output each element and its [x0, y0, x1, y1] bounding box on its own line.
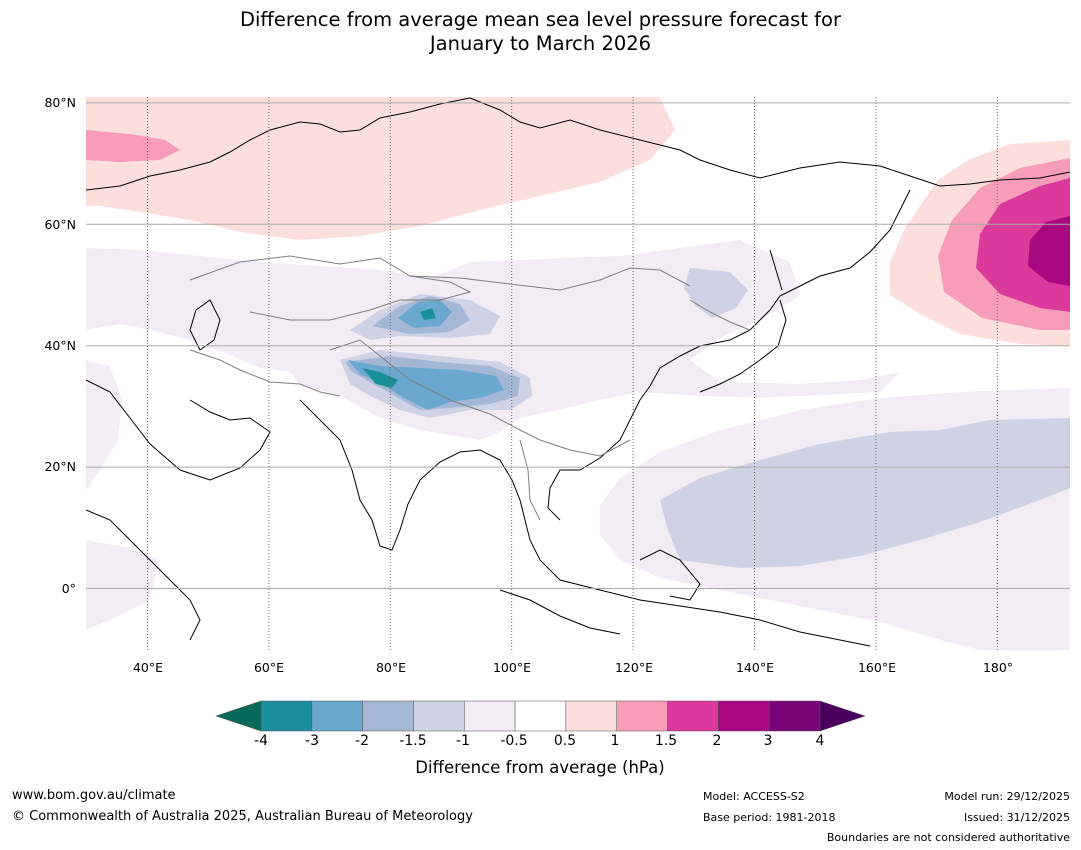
colorbar-box-10	[768, 700, 821, 732]
colorbar-title: Difference from average (hPa)	[415, 758, 665, 777]
boundaries-disclaimer: Boundaries are not considered authoritat…	[826, 831, 1070, 844]
border-indochina	[519, 439, 541, 521]
coastline-arabia	[86, 379, 271, 481]
colorbar-box-2	[362, 700, 414, 732]
anomaly-region-neg0_5-indian-ocean	[86, 540, 160, 630]
colorbar-tick-neg4: -4	[254, 733, 268, 749]
colorbar-tick-pos4: 4	[815, 733, 825, 749]
lon-label-180: 180°	[982, 660, 1014, 675]
anomaly-region-pos1-arctic	[86, 130, 180, 162]
border-iran-afghan	[189, 349, 341, 397]
colorbar-boxes	[260, 700, 821, 732]
anomaly-region-neg1-pacific	[660, 418, 1070, 568]
lat-label-0: 0°	[61, 581, 76, 596]
colorbar-tick-neg1: -1	[456, 733, 470, 749]
chart-title: Difference from average mean sea level p…	[0, 8, 1081, 56]
colorbar-tick-neg1_5: -1.5	[399, 733, 427, 749]
colorbar-box-4	[464, 700, 516, 732]
anomaly-region-neg3-tianshan	[420, 308, 436, 320]
colorbar	[215, 700, 866, 732]
anomaly-region-neg3-tibet	[362, 368, 398, 388]
border-china-mongolia	[409, 267, 691, 291]
colorbar-high-extension	[819, 700, 866, 732]
longitude-lines	[147, 97, 998, 650]
colorbar-box-6	[565, 700, 617, 732]
colorbar-tick-pos1: 1	[610, 733, 620, 749]
lat-label-20n: 20°N	[44, 459, 76, 474]
latitude-grid	[86, 102, 1070, 589]
coastline-east-asia	[547, 189, 911, 521]
graticule	[147, 97, 998, 650]
anomaly-region-neg2-tibet	[348, 360, 504, 410]
colorbar-tick-pos3: 3	[763, 733, 773, 749]
website-link[interactable]: www.bom.gov.au/climate	[12, 788, 176, 803]
anomaly-region-neg0_5-arabia	[86, 360, 122, 490]
title-line-1: Difference from average mean sea level p…	[240, 8, 841, 31]
colorbar-tick-neg0_5: -0.5	[500, 733, 528, 749]
colorbar-box-5	[514, 700, 567, 732]
country-borders	[189, 255, 751, 521]
colorbar-tick-neg2: -2	[355, 733, 369, 749]
colorbar-box-3	[413, 700, 465, 732]
lat-label-60n: 60°N	[44, 217, 76, 232]
copyright-text: © Commonwealth of Australia 2025, Austra…	[12, 809, 473, 824]
colorbar-tick-pos0_5: 0.5	[553, 733, 577, 749]
coastlines	[86, 97, 1070, 647]
colorbar-tick-neg3: -3	[305, 733, 319, 749]
latitude-lines	[86, 102, 1070, 589]
lon-label-100e: 100°E	[492, 660, 531, 675]
title-line-2: January to March 2026	[429, 32, 652, 55]
base-period: Base period: 1981-2018	[703, 811, 836, 824]
colorbar-tick-pos1_5: 1.5	[654, 733, 678, 749]
coastline-japan	[699, 249, 787, 393]
lon-label-40e: 40°E	[132, 660, 164, 675]
colorbar-box-9	[718, 700, 770, 732]
lon-label-80e: 80°E	[375, 660, 407, 675]
coastline-india	[299, 399, 521, 551]
colorbar-box-0	[260, 700, 313, 732]
lat-label-80n: 80°N	[44, 95, 76, 110]
lon-label-140e: 140°E	[735, 660, 774, 675]
border-china-south	[329, 339, 631, 457]
coastline-southeast-asia	[519, 499, 871, 647]
anomaly-region-pos0_5-arctic	[86, 97, 675, 240]
lon-label-120e: 120°E	[614, 660, 653, 675]
colorbar-box-8	[667, 700, 719, 732]
coastline-caspian	[189, 299, 221, 351]
colorbar-box-1	[311, 700, 363, 732]
anomaly-field	[86, 97, 1070, 650]
colorbar-tick-pos2: 2	[712, 733, 722, 749]
colorbar-box-7	[616, 700, 668, 732]
issued-date: Issued: 31/12/2025	[963, 811, 1070, 824]
model-name: Model: ACCESS-S2	[703, 790, 805, 803]
lon-label-160e: 160°E	[857, 660, 896, 675]
border-kazakhstan	[189, 255, 472, 321]
colorbar-low-extension	[215, 700, 262, 732]
coastline-africa	[86, 509, 201, 641]
anomaly-region-pos2-north-pacific	[1028, 216, 1070, 286]
model-run-date: Model run: 29/12/2025	[944, 790, 1070, 803]
border-russia-korea	[689, 299, 751, 331]
lon-label-60e: 60°E	[253, 660, 285, 675]
lat-label-40n: 40°N	[44, 338, 76, 353]
coastline-indonesia	[499, 549, 701, 635]
coastline-arctic	[86, 97, 1070, 191]
